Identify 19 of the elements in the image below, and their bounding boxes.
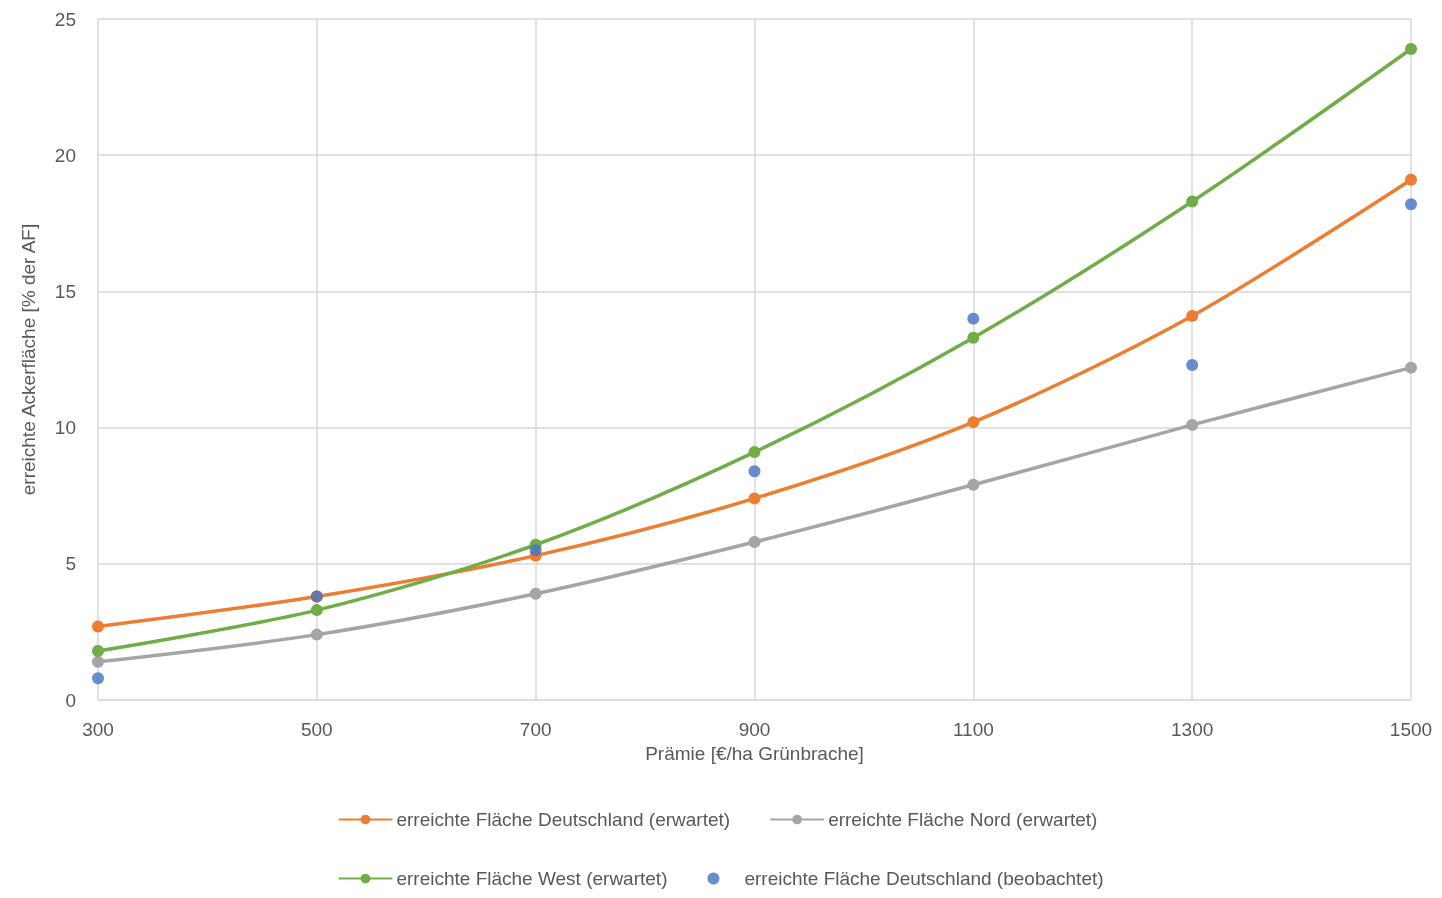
x-tick-label: 1100: [952, 719, 994, 740]
x-tick-label: 1300: [1171, 719, 1214, 740]
x-tick-label: 1500: [1389, 719, 1433, 740]
x-tick-label: 900: [738, 719, 771, 740]
y-axis-title: erreichte Ackerfläche [% der AF]: [18, 223, 39, 496]
legend-label: erreichte Fläche Deutschland (erwartet): [396, 809, 731, 830]
y-tick-label: 25: [54, 8, 76, 30]
y-tick-label: 0: [65, 689, 76, 711]
y-tick-label: 5: [65, 553, 76, 575]
y-tick-label: 20: [54, 144, 76, 166]
y-tick-label: 15: [54, 280, 76, 302]
x-tick-label: 300: [82, 719, 114, 740]
x-tick-label: 700: [519, 719, 552, 740]
legend-label: erreichte Fläche Nord (erwartet): [828, 809, 1098, 830]
x-axis-title: Prämie [€/ha Grünbrache]: [645, 742, 864, 764]
x-tick-label: 500: [300, 719, 333, 740]
legend-label: erreichte Fläche West (erwartet): [396, 868, 668, 889]
legend-label: erreichte Fläche Deutschland (beobachtet): [744, 868, 1104, 889]
y-tick-label: 10: [54, 417, 76, 439]
